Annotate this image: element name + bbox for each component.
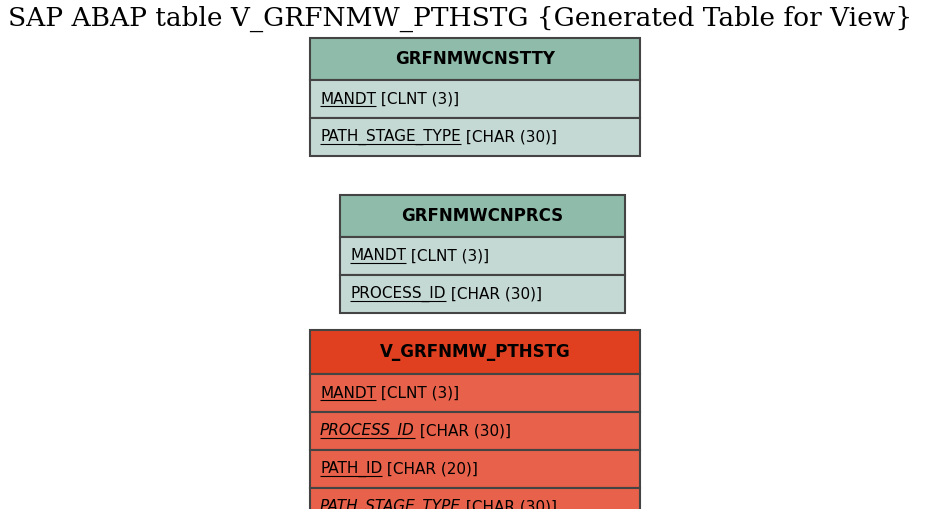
Text: MANDT: MANDT (350, 248, 406, 264)
Bar (310, 330, 640, 374)
Text: GRFNMWCNSTTY: GRFNMWCNSTTY (395, 50, 555, 68)
Text: V_GRFNMW_PTHSTG: V_GRFNMW_PTHSTG (379, 343, 570, 361)
Bar (340, 237, 625, 275)
Bar (310, 118, 640, 156)
Text: PROCESS_ID: PROCESS_ID (350, 286, 446, 302)
Text: PATH_STAGE_TYPE: PATH_STAGE_TYPE (320, 129, 461, 145)
Text: [CLNT (3)]: [CLNT (3)] (406, 248, 489, 264)
Bar (340, 195, 625, 237)
Text: MANDT: MANDT (320, 385, 376, 401)
Text: [CHAR (30)]: [CHAR (30)] (414, 423, 511, 438)
Text: PATH_STAGE_TYPE: PATH_STAGE_TYPE (320, 499, 461, 509)
Bar (310, 450, 640, 488)
Text: [CHAR (30)]: [CHAR (30)] (461, 129, 557, 145)
Bar (310, 412, 640, 450)
Text: [CHAR (30)]: [CHAR (30)] (446, 287, 542, 301)
Text: [CLNT (3)]: [CLNT (3)] (376, 92, 459, 106)
Bar (310, 488, 640, 509)
Text: PROCESS_ID: PROCESS_ID (320, 423, 414, 439)
Bar (310, 38, 640, 80)
Text: GRFNMWCNPRCS: GRFNMWCNPRCS (401, 207, 564, 225)
Text: SAP ABAP table V_GRFNMW_PTHSTG {Generated Table for View}: SAP ABAP table V_GRFNMW_PTHSTG {Generate… (8, 6, 912, 32)
Bar (310, 80, 640, 118)
Text: PATH_ID: PATH_ID (320, 461, 382, 477)
Text: [CHAR (20)]: [CHAR (20)] (382, 462, 478, 476)
Bar (340, 275, 625, 313)
Text: MANDT: MANDT (320, 92, 376, 106)
Text: [CHAR (30)]: [CHAR (30)] (461, 499, 557, 509)
Text: [CLNT (3)]: [CLNT (3)] (376, 385, 459, 401)
Bar (310, 374, 640, 412)
